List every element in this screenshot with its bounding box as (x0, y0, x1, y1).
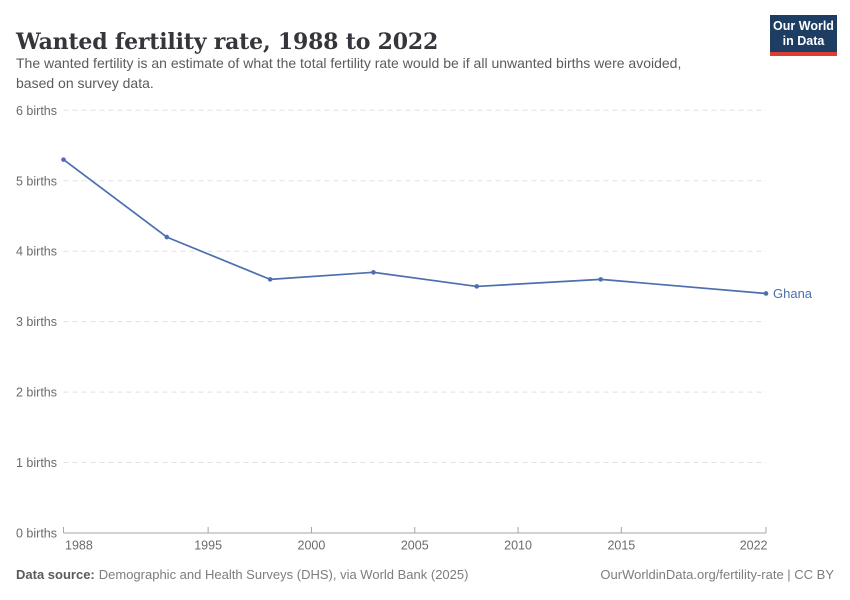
x-tick-label: 2005 (401, 539, 429, 553)
x-tick-label: 2010 (504, 539, 532, 553)
subtitle-line-1: The wanted fertility is an estimate of w… (16, 55, 682, 71)
entity-label[interactable]: Ghana (773, 286, 813, 301)
chart-footer: Data source: Demographic and Health Surve… (16, 567, 834, 582)
data-point[interactable] (763, 291, 769, 296)
footer-link[interactable]: OurWorldinData.org/fertility-rate | CC B… (600, 567, 834, 582)
data-source-label: Data source: (16, 567, 95, 582)
y-tick-label: 1 births (16, 456, 57, 470)
subtitle-line-2: based on survey data. (16, 75, 154, 92)
data-point[interactable] (61, 157, 66, 162)
x-tick-label: 2022 (740, 539, 768, 553)
series-line[interactable] (62, 158, 767, 295)
logo-line-2: in Data (782, 34, 825, 48)
data-point[interactable] (474, 284, 480, 289)
x-tick-label: 1988 (65, 539, 93, 553)
logo-line-1: Our World (773, 19, 834, 33)
y-tick-label: 0 births (16, 527, 57, 541)
data-point[interactable] (267, 277, 273, 282)
owid-logo[interactable]: Our World in Data (770, 15, 837, 56)
y-tick-label: 3 births (16, 315, 57, 329)
data-source-text: Demographic and Health Surveys (DHS), vi… (98, 567, 469, 582)
y-tick-label: 5 births (16, 174, 57, 188)
chart-subtitle: The wanted fertility is an estimate of w… (16, 53, 776, 94)
y-tick-label: 2 births (16, 386, 57, 400)
x-tick-label: 2015 (607, 539, 635, 553)
data-point[interactable] (371, 270, 376, 275)
data-point[interactable] (164, 234, 170, 240)
data-point[interactable] (598, 277, 604, 282)
x-tick-label: 2000 (298, 539, 326, 553)
data-source: Data source: Demographic and Health Surve… (16, 567, 468, 582)
y-tick-label: 4 births (16, 245, 57, 259)
y-tick-label: 6 births (16, 104, 57, 118)
x-tick-label: 1995 (194, 539, 222, 553)
chart-title: Wanted fertility rate, 1988 to 2022 (16, 28, 439, 55)
